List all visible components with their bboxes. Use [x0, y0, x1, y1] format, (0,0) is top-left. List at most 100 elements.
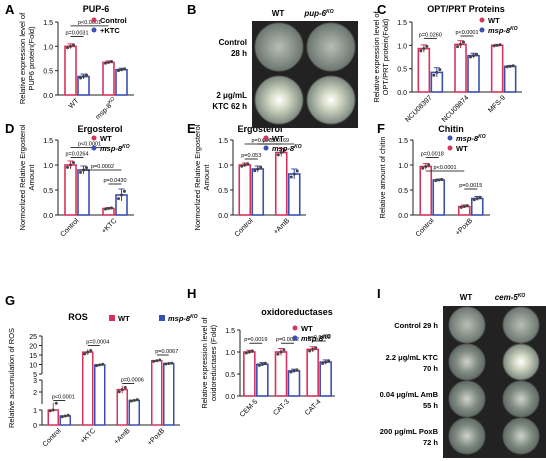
data-point — [104, 61, 107, 65]
y-tick-label: 1.0 — [225, 350, 235, 357]
data-point — [282, 348, 286, 352]
data-point — [123, 189, 126, 193]
culture-plate — [448, 343, 486, 381]
chart-panel-A: A PUP-6 0.0 0.5 1.0 1.5 Relative expression le… — [5, 2, 134, 121]
data-point — [120, 68, 123, 72]
p-value-label: p=0.0067 — [155, 349, 178, 355]
data-point — [152, 359, 156, 363]
data-point — [492, 44, 496, 48]
p-value-label: p<0.0001 — [78, 20, 101, 26]
y-tick-label: 1.0 — [218, 163, 228, 170]
data-point — [164, 362, 168, 366]
y-axis-label: Relative expression level of — [200, 316, 209, 408]
p-value-label: p=0.0015 — [459, 183, 482, 189]
data-point — [66, 46, 69, 50]
y-tick-label: 20 — [29, 344, 37, 351]
chart-title: Chitin — [438, 124, 464, 134]
y-axis-label: Normorlized Relative Ergosterol — [18, 124, 27, 230]
bar — [102, 61, 115, 96]
data-point — [424, 165, 428, 168]
data-point — [459, 205, 463, 209]
row-label: KTC 62 h — [212, 102, 247, 111]
y-axis-label: Relative expression level of — [372, 10, 381, 102]
p-value-label: p=0.053 — [241, 153, 261, 159]
p-value-label: p<0.0001 — [455, 30, 478, 36]
x-tick-label: Control — [415, 217, 436, 238]
data-point — [508, 64, 512, 68]
row-label: Control 29 h — [394, 321, 438, 330]
data-point — [257, 363, 261, 367]
bar — [251, 168, 265, 216]
p-value-label: p<0.0001 — [433, 165, 456, 171]
culture-plate — [448, 417, 486, 455]
y-tick-label: 2 — [33, 390, 37, 397]
row-label: 28 h — [231, 49, 247, 58]
data-point — [472, 198, 476, 202]
bar — [64, 45, 77, 96]
row-label: 70 h — [423, 364, 438, 373]
data-point — [311, 347, 315, 351]
legend-marker — [263, 135, 269, 141]
bar — [319, 361, 332, 397]
data-point — [253, 169, 257, 173]
data-point — [247, 350, 251, 354]
bar — [490, 44, 504, 93]
chart-panel-C: C OPT/PRT Proteins 0.0 0.5 1.0 1.5 Relative ex… — [372, 2, 522, 124]
culture-plate — [502, 306, 540, 344]
y-tick-label: 25 — [29, 334, 37, 341]
y-tick-label: 1.0 — [43, 163, 53, 170]
data-point — [478, 195, 482, 199]
legend-label: msp-8KO — [456, 134, 486, 143]
p-value-label: p=0.0264 — [65, 152, 88, 158]
data-point — [72, 161, 75, 165]
data-point — [511, 64, 515, 68]
y-tick-label: 1.0 — [43, 44, 53, 51]
data-point — [86, 350, 90, 354]
data-point — [427, 163, 431, 167]
bar — [77, 75, 90, 96]
data-point — [279, 151, 283, 154]
data-point — [419, 49, 423, 53]
data-point — [321, 361, 325, 365]
row-label: 200 μg/mL PoxB — [380, 427, 439, 436]
y-tick-label: 0.0 — [397, 90, 407, 97]
column-label: cem-5KO — [495, 293, 526, 302]
chart-title: ROS — [68, 312, 88, 322]
y-axis-label: Relative expression level of — [18, 12, 27, 104]
x-tick-label: msp-8KO — [93, 96, 118, 121]
legend-label: WT — [301, 324, 313, 333]
data-point — [292, 369, 296, 373]
data-point — [314, 346, 318, 350]
data-point — [289, 370, 293, 374]
row-label: 2 μg/mL — [216, 91, 247, 100]
culture-plate — [306, 22, 356, 72]
p-value-label: p<0.0001 — [78, 142, 101, 148]
x-tick-label: CEM-5 — [239, 398, 259, 418]
y-tick-label: 1 — [33, 408, 37, 415]
p-value-label: p=0.00169 — [263, 138, 289, 144]
data-point — [51, 408, 55, 412]
bar — [274, 351, 288, 397]
culture-plate — [502, 343, 540, 381]
data-point — [155, 359, 159, 363]
y-tick-label: 5 — [33, 372, 37, 379]
data-point — [260, 362, 264, 366]
data-point — [475, 197, 479, 200]
panel-letter: E — [187, 121, 196, 136]
legend-label: msp-8KO — [301, 334, 331, 343]
data-point — [246, 162, 250, 166]
legend-label: +KTC — [100, 26, 120, 35]
x-tick-label: Control — [42, 427, 63, 448]
column-label: WT — [460, 293, 473, 302]
data-point — [421, 166, 425, 170]
y-axis-label: OPT/PRT protein(Fold) — [381, 18, 390, 95]
data-point — [475, 52, 478, 56]
data-point — [123, 385, 127, 389]
data-point — [495, 43, 499, 47]
bar — [116, 388, 128, 426]
legend-label: WT — [272, 134, 284, 143]
data-point — [167, 362, 171, 366]
data-point — [263, 361, 267, 365]
culture-plate — [254, 22, 304, 72]
